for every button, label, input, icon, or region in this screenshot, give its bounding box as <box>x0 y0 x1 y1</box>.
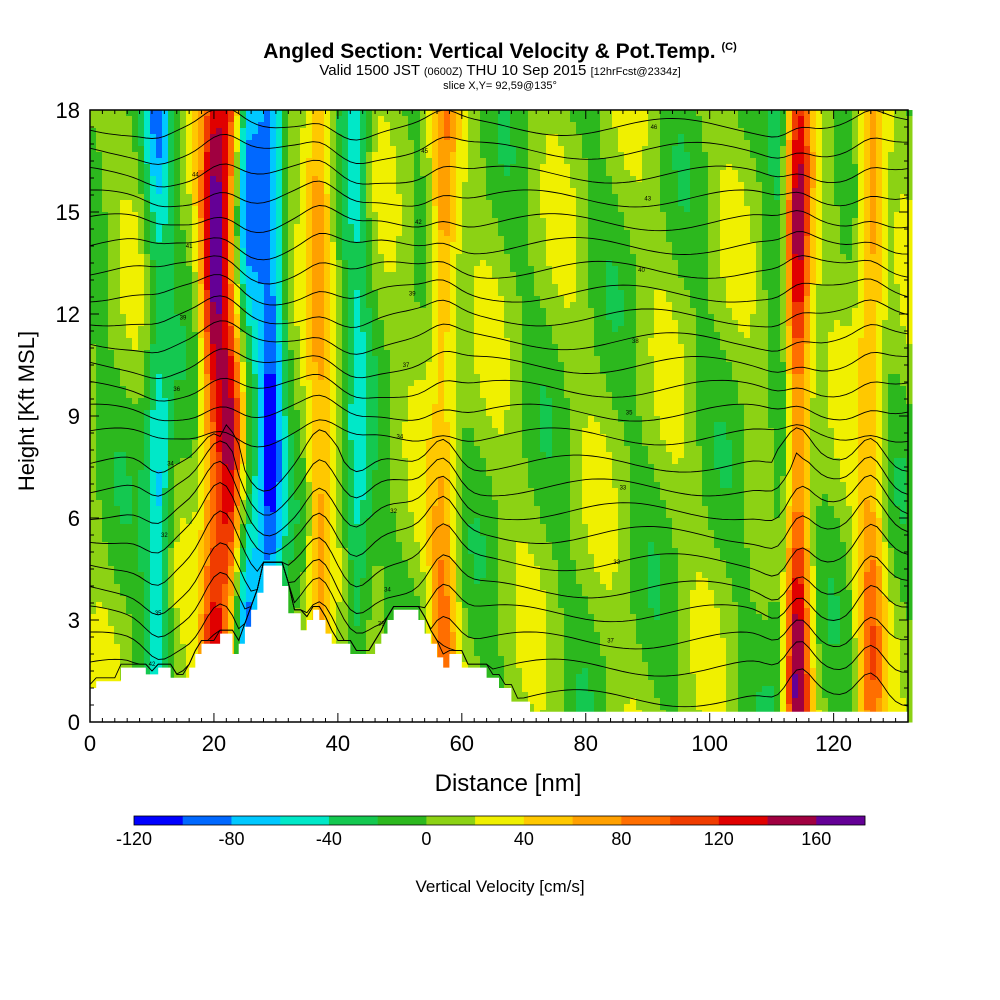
theta-contour-line <box>89 231 909 261</box>
y-tick-label: 18 <box>56 98 80 123</box>
colorbar: -120 -80 -40 0 40 80 120 160 <box>116 815 866 849</box>
theta-contour-label: 38 <box>632 339 639 345</box>
theta-contour-line <box>89 205 909 234</box>
y-tick-label: 9 <box>68 404 80 429</box>
colorbar-swatch <box>572 816 622 825</box>
theta-contour-label: 37 <box>403 363 410 369</box>
colorbar-swatch <box>134 816 184 825</box>
theta-contour-line <box>89 542 909 616</box>
chart-subtitle: Valid 1500 JST (0600Z) THU 10 Sep 2015 [… <box>319 62 681 79</box>
theta-contour-label: 32 <box>390 509 397 515</box>
theta-contour-line <box>89 423 909 492</box>
chart-title-block: Angled Section: Vertical Velocity & Pot.… <box>90 36 910 93</box>
theta-contour-label: 34 <box>397 434 404 440</box>
theta-contour-label: 34 <box>167 462 174 468</box>
colorbar-swatch <box>182 816 232 825</box>
colorbar-swatch <box>767 816 817 825</box>
colorbar-tick-label: 40 <box>514 829 534 849</box>
theta-contour-label: 39 <box>180 315 187 321</box>
colorbar-tick-label: -120 <box>116 829 152 849</box>
theta-contour-line <box>89 419 909 448</box>
y-axis-label: Height [Kft MSL] <box>14 331 39 491</box>
theta-contour-line <box>89 561 909 660</box>
velocity-cells <box>90 110 913 723</box>
y-tick-label: 12 <box>56 302 80 327</box>
theta-contour-label: 37 <box>607 638 614 644</box>
theta-contour-label: 44 <box>192 173 199 179</box>
theta-contour-label: 41 <box>186 244 193 250</box>
theta-contour-line <box>89 159 909 188</box>
theta-contour-line <box>89 561 909 677</box>
colorbar-frame <box>133 815 866 826</box>
colorbar-swatch <box>328 816 378 825</box>
theta-contour-label: 36 <box>173 387 180 393</box>
chart-title: Angled Section: Vertical Velocity & Pot.… <box>263 40 737 63</box>
theta-contour-line <box>89 348 909 380</box>
colorbar-swatch <box>523 816 573 825</box>
colorbar-swatch <box>231 816 281 825</box>
colorbar-label: Vertical Velocity [cm/s] <box>415 877 585 896</box>
theta-contour-label: 42 <box>415 220 422 226</box>
colorbar-tick-label: 80 <box>611 829 631 849</box>
theta-contour-label: 33 <box>620 485 627 491</box>
slice-info: slice X,Y= 92,59@135° <box>443 80 557 92</box>
theta-contour-label: 39 <box>409 292 416 298</box>
theta-contour-line <box>89 133 909 165</box>
x-tick-label: 100 <box>691 731 728 756</box>
colorbar-swatch <box>816 816 866 825</box>
terrain-profile <box>90 565 908 722</box>
theta-contour-line <box>89 561 909 638</box>
theta-contour-line <box>89 440 909 516</box>
x-tick-label: 60 <box>450 731 474 756</box>
colorbar-swatch <box>377 816 427 825</box>
theta-contour-label: 46 <box>651 125 658 131</box>
colorbar-swatch <box>426 816 476 825</box>
colorbar-tick-label: -80 <box>218 829 244 849</box>
y-tick-label: 0 <box>68 710 80 735</box>
theta-contour-line <box>89 180 909 208</box>
theta-contour-label: 43 <box>644 196 651 202</box>
theta-contour-label: 33 <box>613 560 620 566</box>
x-tick-label: 20 <box>202 731 226 756</box>
theta-contour-line <box>89 394 909 422</box>
colorbar-swatch <box>280 816 330 825</box>
theta-contour-line <box>89 255 909 285</box>
colorbar-swatch <box>475 816 525 825</box>
vertical-velocity-field <box>90 110 913 723</box>
potential-temperature-contours: 42 39 37 35 34 33 32 32 33 34 34 35 36 37 38 39 39 40 41 42… <box>89 109 909 708</box>
colorbar-tick-label: 160 <box>801 829 831 849</box>
theta-contour-label: 42 <box>149 662 156 668</box>
theta-contour-line <box>89 373 909 402</box>
theta-contour-label: 35 <box>626 411 633 417</box>
y-tick-label: 6 <box>68 506 80 531</box>
colorbar-tick-label: 0 <box>421 829 431 849</box>
theta-contour-line <box>89 320 909 355</box>
x-tick-label: 120 <box>815 731 852 756</box>
theta-contour-label: 39 <box>378 621 385 627</box>
theta-contour-label: 45 <box>421 149 428 155</box>
theta-contour-line <box>89 481 909 557</box>
y-tick-label: 3 <box>68 608 80 633</box>
terrain <box>90 565 908 722</box>
theta-contour-label: 40 <box>638 268 645 274</box>
theta-contour-line <box>89 460 909 537</box>
x-tick-label: 40 <box>326 731 350 756</box>
colorbar-tick-label: 120 <box>704 829 734 849</box>
theta-contour-line <box>89 510 909 588</box>
theta-contour-label: 34 <box>384 587 391 593</box>
colorbar-swatch <box>670 816 720 825</box>
x-tick-label: 0 <box>84 731 96 756</box>
theta-contour-line <box>89 295 909 328</box>
colorbar-tick-label: -40 <box>316 829 342 849</box>
x-axis-label: Distance [nm] <box>435 770 582 797</box>
theta-contour-label: 35 <box>155 611 162 617</box>
theta-contour-label: 32 <box>161 533 168 539</box>
y-tick-label: 15 <box>56 200 80 225</box>
theta-contour-line <box>89 274 909 306</box>
x-tick-label: 80 <box>574 731 598 756</box>
colorbar-swatch <box>718 816 768 825</box>
colorbar-swatch <box>621 816 671 825</box>
